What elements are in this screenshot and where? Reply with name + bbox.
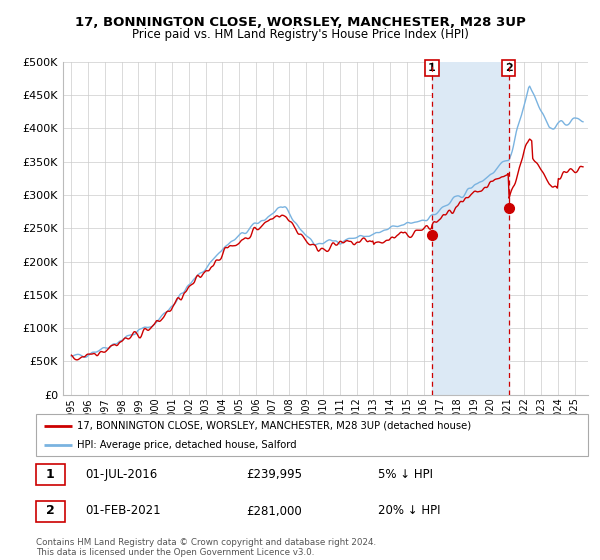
FancyBboxPatch shape — [36, 414, 588, 456]
Text: 17, BONNINGTON CLOSE, WORSLEY, MANCHESTER, M28 3UP (detached house): 17, BONNINGTON CLOSE, WORSLEY, MANCHESTE… — [77, 421, 472, 431]
Text: 1: 1 — [428, 63, 436, 73]
Text: 2: 2 — [505, 63, 513, 73]
Text: Price paid vs. HM Land Registry's House Price Index (HPI): Price paid vs. HM Land Registry's House … — [131, 28, 469, 41]
Text: £239,995: £239,995 — [246, 468, 302, 481]
Text: Contains HM Land Registry data © Crown copyright and database right 2024.
This d: Contains HM Land Registry data © Crown c… — [36, 538, 376, 557]
Text: 20% ↓ HPI: 20% ↓ HPI — [378, 505, 441, 517]
Text: £281,000: £281,000 — [246, 505, 302, 517]
Text: 5% ↓ HPI: 5% ↓ HPI — [378, 468, 433, 481]
Text: HPI: Average price, detached house, Salford: HPI: Average price, detached house, Salf… — [77, 440, 297, 450]
Bar — [36, 501, 65, 521]
Text: 2: 2 — [46, 505, 55, 517]
Text: 17, BONNINGTON CLOSE, WORSLEY, MANCHESTER, M28 3UP: 17, BONNINGTON CLOSE, WORSLEY, MANCHESTE… — [74, 16, 526, 29]
Text: 01-JUL-2016: 01-JUL-2016 — [86, 468, 158, 481]
Text: 01-FEB-2021: 01-FEB-2021 — [86, 505, 161, 517]
Bar — [36, 464, 65, 485]
Text: 1: 1 — [46, 468, 55, 481]
Bar — [432, 62, 509, 395]
